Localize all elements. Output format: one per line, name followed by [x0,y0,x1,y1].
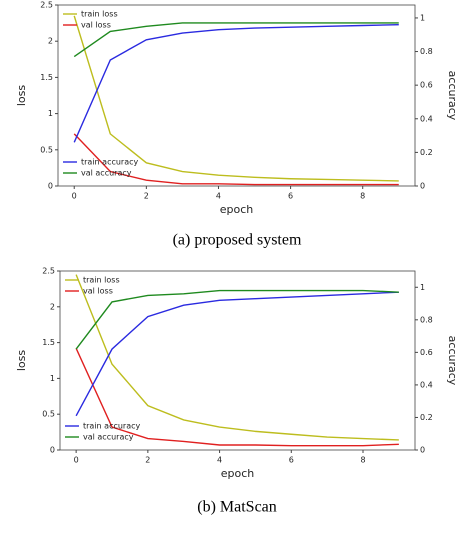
y-tick-label: 0.5 [40,145,53,154]
y2-tick-label: 0.2 [420,413,433,422]
y2-tick-label: 0.6 [420,81,433,90]
x-tick-label: 2 [144,192,149,201]
caption: (a) proposed system [173,232,302,249]
y2-tick-label: 0.8 [420,315,433,324]
x-axis-label: epoch [221,467,255,480]
series-line [75,289,399,350]
y2-tick-label: 1 [420,13,425,22]
x-tick-label: 6 [289,456,294,465]
legend-label: val accuracy [81,169,132,178]
y-tick-label: 2.5 [40,1,53,10]
series-line [75,348,399,447]
caption: (b) MatScan [197,499,277,516]
x-tick-label: 4 [217,456,222,465]
x-tick-label: 2 [145,456,150,465]
y-tick-label: 1 [48,109,53,118]
y2-tick-label: 0.2 [420,148,433,157]
y-tick-label: 2 [48,37,53,46]
y-tick-label: 1.5 [42,338,55,347]
x-tick-label: 8 [360,192,365,201]
y-axis-label: loss [15,85,28,107]
plot-frame [59,270,416,451]
y-tick-label: 0.5 [42,410,55,419]
series-line [73,15,399,182]
x-tick-label: 8 [360,456,365,465]
series-line [73,23,399,143]
legend-label: train loss [81,10,118,19]
y2-tick-label: 0.4 [420,114,433,123]
y-tick-label: 1.5 [40,73,53,82]
legend-label: val loss [83,287,113,296]
y-tick-label: 2.5 [42,267,55,276]
y-tick-label: 2 [50,302,55,311]
y2-tick-label: 0.8 [420,47,433,56]
y2-axis-label: accuracy [446,71,459,121]
legend-label: train accuracy [83,422,141,431]
y-tick-label: 0 [48,182,53,191]
legend-label: train accuracy [81,158,139,167]
y-tick-label: 0 [50,446,55,455]
x-axis-label: epoch [220,203,254,216]
legend-label: train loss [83,276,120,285]
x-tick-label: 0 [72,192,77,201]
series-line [75,291,399,417]
x-tick-label: 6 [288,192,293,201]
legend-label: val loss [81,21,111,30]
y-axis-label: loss [15,350,28,372]
series-line [75,274,399,441]
y2-axis-label: accuracy [446,336,459,386]
y2-tick-label: 0.4 [420,380,433,389]
x-tick-label: 4 [216,192,221,201]
y2-tick-label: 1 [420,283,425,292]
y2-tick-label: 0 [420,446,425,455]
y2-tick-label: 0 [420,182,425,191]
plot-frame [57,4,416,187]
x-tick-label: 0 [74,456,79,465]
y2-tick-label: 0.6 [420,348,433,357]
series-line [73,133,399,186]
y-tick-label: 1 [50,374,55,383]
legend-label: val accuracy [83,433,134,442]
series-line [73,22,399,58]
